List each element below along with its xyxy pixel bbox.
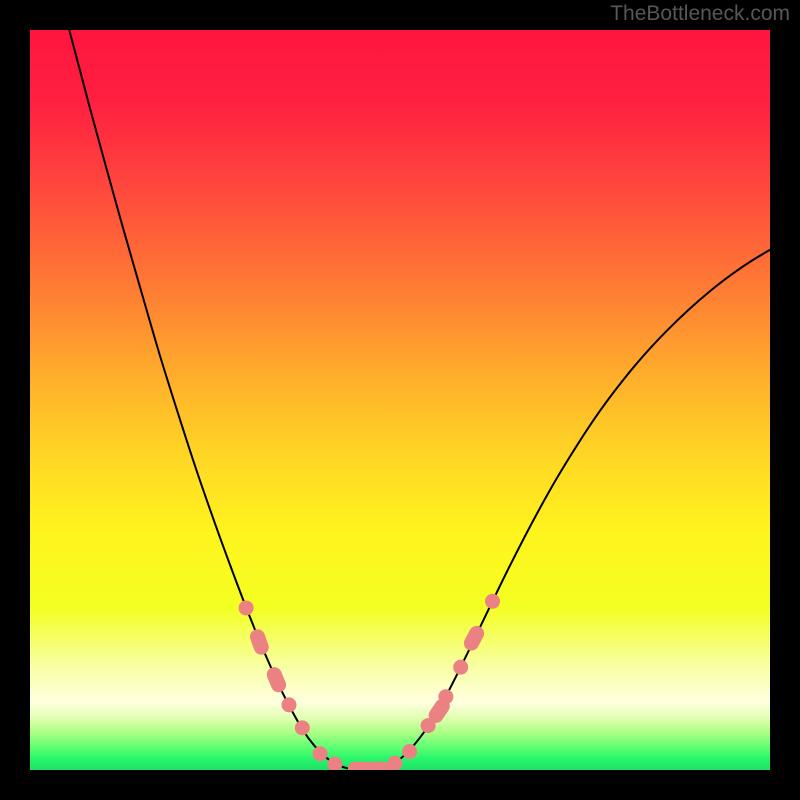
curve-marker-dot <box>453 660 468 675</box>
chart-svg <box>0 0 800 800</box>
curve-marker-dot <box>438 689 453 704</box>
curve-marker-dot <box>421 718 436 733</box>
curve-marker-dot <box>313 746 328 761</box>
curve-marker-dot <box>402 744 417 759</box>
curve-marker-dot <box>282 697 297 712</box>
curve-marker-dot <box>485 594 500 609</box>
curve-marker-dot <box>239 600 254 615</box>
curve-marker-dot <box>295 720 310 735</box>
curve-marker-dot <box>327 757 342 772</box>
plot-background-gradient <box>30 30 770 770</box>
curve-marker-dot <box>387 756 402 771</box>
chart-root: TheBottleneck.com <box>0 0 800 800</box>
